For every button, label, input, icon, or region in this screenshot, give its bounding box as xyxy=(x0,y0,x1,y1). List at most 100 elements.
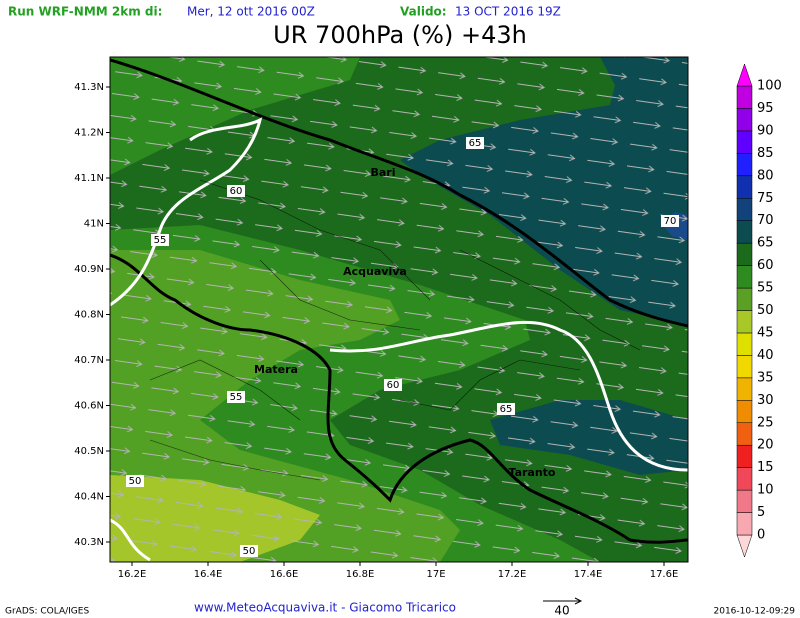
map-frame xyxy=(109,56,689,563)
contour-label: 60 xyxy=(387,380,400,391)
colorbar-band xyxy=(736,467,753,491)
colorbar-band xyxy=(736,198,753,221)
valid-date: 13 OCT 2016 19Z xyxy=(455,5,561,19)
colorbar-band xyxy=(736,355,753,379)
lat-tick-label: 40.6N xyxy=(74,401,104,412)
contour-label: 50 xyxy=(243,546,256,557)
colorbar-band xyxy=(736,153,753,177)
lat-tick-label: 40.9N xyxy=(74,264,104,275)
contour-label: 70 xyxy=(664,216,677,227)
colorbar-label: 0 xyxy=(757,528,765,543)
colorbar-band xyxy=(736,512,753,536)
colorbar-band xyxy=(736,242,753,266)
lon-tick-label: 16.8E xyxy=(346,569,375,580)
colorbar-label: 35 xyxy=(757,370,774,385)
contour-label: 50 xyxy=(129,476,142,487)
contour-labels: 65 70 60 55 60 65 55 50 50 xyxy=(126,137,679,557)
timestamp: 2016-10-12-09:29 xyxy=(714,607,796,617)
colorbar-band xyxy=(736,489,753,513)
lon-tick-label: 16.4E xyxy=(194,569,223,580)
site-credit: www.MeteoAcquaviva.it - Giacomo Tricaric… xyxy=(194,601,456,615)
colorbar-label: 25 xyxy=(757,415,774,430)
lat-tick-label: 41.3N xyxy=(74,82,104,93)
lat-tick-label: 40.8N xyxy=(74,310,104,321)
colorbar-label: 40 xyxy=(757,348,774,363)
contour-label-box xyxy=(497,403,515,415)
map-title: UR 700hPa (%) +43h xyxy=(273,21,527,49)
contour-label-box xyxy=(227,185,245,197)
colorbar-band xyxy=(736,332,753,356)
lon-tick-label: 17.6E xyxy=(650,569,679,580)
contour-label-box xyxy=(151,234,169,246)
contour-label-box xyxy=(126,475,144,487)
colorbar-band xyxy=(736,265,753,289)
colorbar-label: 85 xyxy=(757,146,774,161)
colorbar-band xyxy=(736,422,753,446)
colorbar-label: 80 xyxy=(757,168,774,183)
run-date: Mer, 12 ott 2016 00Z xyxy=(187,5,315,19)
colorbar-label: 20 xyxy=(757,438,774,453)
colorbar-band xyxy=(736,220,753,244)
valid-label: Valido: xyxy=(400,5,447,19)
contour-label: 60 xyxy=(230,186,243,197)
lat-tick-label: 40.3N xyxy=(74,537,104,548)
contour-label: 55 xyxy=(230,392,243,403)
colorbar-max xyxy=(736,63,753,87)
colorbar-label: 55 xyxy=(757,281,774,296)
lat-tick-label: 40.4N xyxy=(74,492,104,503)
city-label: Taranto xyxy=(508,466,555,479)
colorbar-label: 75 xyxy=(757,191,774,206)
contour-label: 55 xyxy=(154,235,167,246)
reference-vector: 40 xyxy=(554,604,569,618)
colorbar-label: 5 xyxy=(757,505,765,520)
grads-credit: GrADS: COLA/IGES xyxy=(5,607,89,617)
contour-label-box xyxy=(661,215,679,227)
colorbar-label: 60 xyxy=(757,258,774,273)
colorbar-label: 100 xyxy=(757,79,782,94)
colorbar-label: 95 xyxy=(757,101,774,116)
wind-vectors xyxy=(110,57,688,562)
lat-tick-label: 40.5N xyxy=(74,446,104,457)
lon-tick-label: 17.2E xyxy=(498,569,527,580)
colorbar-band xyxy=(736,85,753,109)
colorbar-min xyxy=(736,534,753,558)
colorbar-band xyxy=(736,444,753,468)
contour-label-box xyxy=(384,379,402,391)
lat-tick-label: 41.1N xyxy=(74,173,104,184)
coastline-ionian xyxy=(110,253,688,544)
lat-tick-label: 41.2N xyxy=(74,128,104,139)
run-label: Run WRF-NMM 2km di: xyxy=(8,5,162,19)
colorbar-label: 50 xyxy=(757,303,774,318)
colorbar-label: 45 xyxy=(757,325,774,340)
colorbar-label: 15 xyxy=(757,460,774,475)
colorbar-band xyxy=(736,175,753,199)
coastline-adriatic xyxy=(110,58,688,328)
contour-label-box xyxy=(227,391,245,403)
map-area xyxy=(110,57,688,562)
contour-label: 65 xyxy=(469,138,482,149)
colorbar-label: 65 xyxy=(757,236,774,251)
lon-tick-label: 17E xyxy=(426,569,445,580)
lat-tick-label: 41N xyxy=(84,219,104,230)
colorbar-band xyxy=(736,377,753,401)
city-label: Acquaviva xyxy=(343,265,407,278)
region-border-south xyxy=(329,320,688,472)
colorbar-label: 90 xyxy=(757,123,774,138)
colorbar-band xyxy=(736,130,753,154)
lat-tick-label: 40.7N xyxy=(74,355,104,366)
contour-label-box xyxy=(466,137,484,149)
lon-tick-label: 16.6E xyxy=(270,569,299,580)
reference-arrow-head xyxy=(574,597,583,605)
contour-label: 65 xyxy=(500,404,513,415)
colorbar-band xyxy=(736,310,753,334)
city-label: Matera xyxy=(254,363,298,376)
contour-label-box xyxy=(240,545,258,557)
city-label: Bari xyxy=(370,166,395,179)
colorbar-band xyxy=(736,108,753,132)
lon-tick-label: 17.4E xyxy=(574,569,603,580)
region-border-west xyxy=(110,117,263,307)
colorbar-band xyxy=(736,287,753,311)
colorbar-band xyxy=(736,400,753,423)
